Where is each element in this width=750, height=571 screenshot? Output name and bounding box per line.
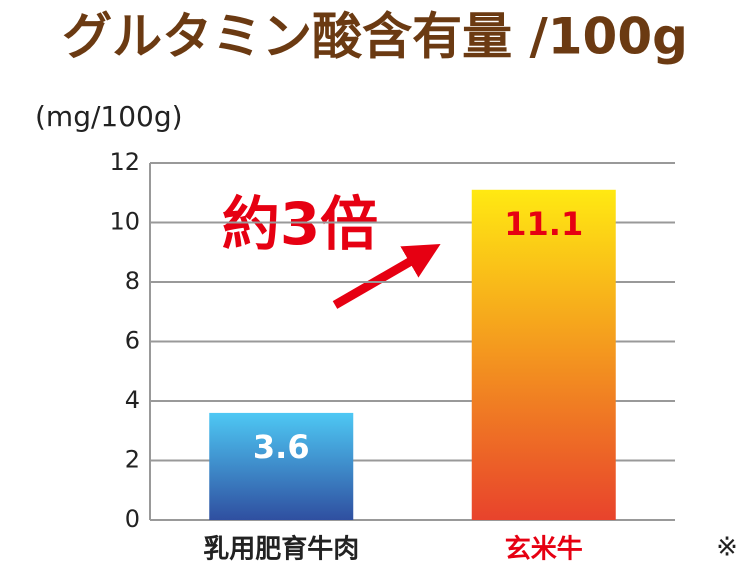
annotation: 約3倍	[222, 190, 378, 258]
y-tick-label: 0	[125, 505, 140, 533]
bar	[471, 189, 616, 520]
chart-title: グルタミン酸含有量 /100g	[62, 8, 688, 66]
x-tick-label: 玄米牛	[505, 534, 583, 565]
value-label: 11.1	[504, 205, 583, 243]
value-label: 3.6	[253, 428, 310, 466]
x-tick-label: 乳用肥育牛肉	[203, 534, 359, 565]
bar	[209, 412, 354, 520]
y-tick-label: 6	[125, 327, 140, 355]
y-tick-label: 10	[109, 208, 140, 236]
y-tick-label: 8	[125, 267, 140, 295]
y-axis-label: (mg/100g)	[35, 100, 183, 133]
y-tick-label: 12	[109, 148, 140, 176]
y-tick-label: 2	[125, 446, 140, 474]
note: ※	[716, 533, 738, 563]
y-tick-label: 4	[125, 386, 140, 414]
arrow	[332, 243, 441, 309]
